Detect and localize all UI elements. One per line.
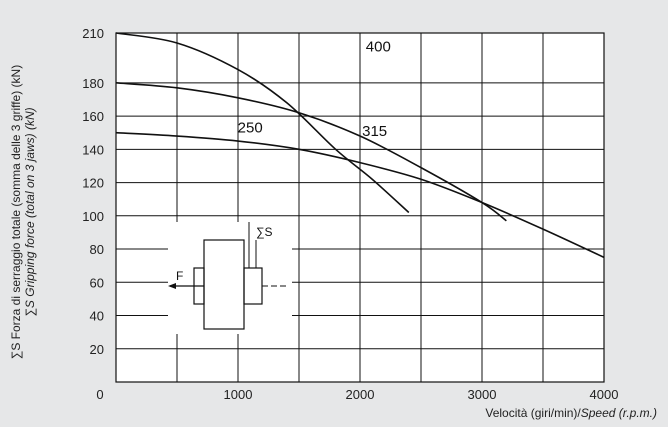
y-tick-label: 80	[90, 242, 104, 257]
x-tick-label: 2000	[346, 387, 375, 402]
y-tick-label: 20	[90, 342, 104, 357]
series-line-250	[115, 131, 605, 259]
series-line-400	[115, 32, 410, 214]
tick-labels: 1000 2000 3000 4000204060801001201401601802…	[82, 26, 618, 402]
series-label-250: 250	[238, 120, 263, 137]
y-tick-label: 120	[82, 176, 104, 191]
y-tick-label: 180	[82, 76, 104, 91]
plot-frame	[115, 32, 605, 383]
y-tick-label: 60	[90, 275, 104, 290]
series-label-400: 400	[366, 38, 391, 55]
x-axis-label-italic: Speed (r.p.m.)	[581, 406, 657, 420]
chuck-inset-diagram: F ∑S	[168, 222, 292, 334]
inset-force-label: F	[176, 269, 183, 283]
y-axis-label-english: ∑S Gripping force (total on 3 jaws) (kN)	[23, 107, 37, 316]
y-tick-label: 40	[90, 309, 104, 324]
x-tick-label: 1000	[224, 387, 253, 402]
inset-background	[168, 222, 292, 334]
x-axis-label-plain: Velocità (giri/min)/	[485, 406, 581, 420]
x-tick-label: 3000	[468, 387, 497, 402]
inset-force-arrowhead	[168, 283, 176, 289]
series-label-315: 315	[362, 123, 387, 140]
series-line-315	[115, 82, 507, 222]
origin-label: 0	[96, 387, 103, 402]
y-axis-label-italian: ∑S Forza di serraggio totale (somma dell…	[9, 65, 23, 359]
y-tick-label: 210	[82, 26, 104, 41]
y-tick-label: 140	[82, 142, 104, 157]
x-axis-label: Velocità (giri/min)/Speed (r.p.m.)	[485, 406, 657, 420]
y-tick-label: 100	[82, 209, 104, 224]
x-tick-label: 4000	[590, 387, 619, 402]
grid	[115, 32, 605, 383]
y-tick-label: 160	[82, 109, 104, 124]
inset-sum-label: ∑S	[256, 225, 273, 239]
curves: 400 315 250	[115, 32, 605, 259]
